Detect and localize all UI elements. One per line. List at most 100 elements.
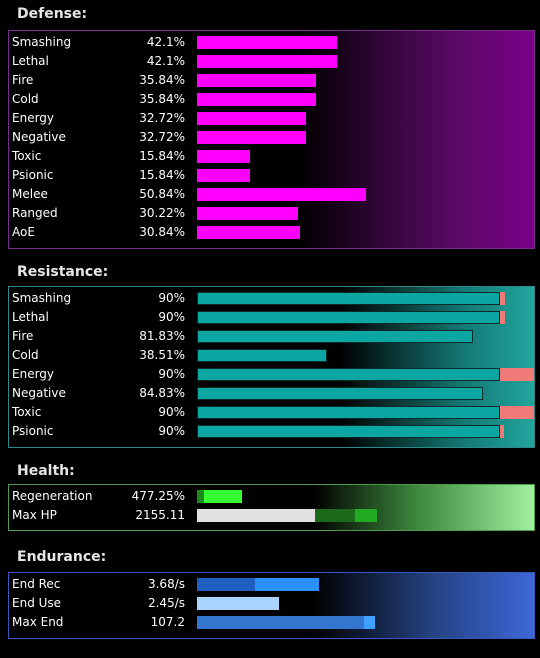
regen-bar-bonus	[204, 490, 242, 503]
resistance-value: 81.83%	[139, 329, 185, 343]
end-use-value: 2.45/s	[147, 596, 185, 610]
defense-bar	[197, 207, 298, 220]
defense-value: 30.84%	[139, 225, 185, 239]
resistance-bar	[197, 292, 500, 305]
max-hp-label: Max HP	[12, 508, 57, 522]
resistance-bar	[197, 311, 500, 324]
resistance-overcap-bar	[500, 425, 504, 438]
resistance-label: Psionic	[12, 424, 54, 438]
defense-row: Negative 32.72%	[9, 128, 534, 147]
defense-panel: Smashing 42.1% Lethal 42.1% Fire 35.84% Cold 35…	[8, 30, 535, 249]
resistance-row: Energy 90%	[9, 365, 534, 384]
resistance-label: Toxic	[12, 405, 42, 419]
regeneration-row: Regeneration 477.25%	[9, 487, 534, 506]
end-use-label: End Use	[12, 596, 62, 610]
max-end-label: Max End	[12, 615, 64, 629]
defense-value: 15.84%	[139, 168, 185, 182]
resistance-title: Resistance:	[17, 264, 109, 280]
max-end-bar-bonus	[364, 616, 375, 629]
resistance-label: Energy	[12, 367, 55, 381]
resistance-row: Toxic 90%	[9, 403, 534, 422]
resistance-row: Negative 84.83%	[9, 384, 534, 403]
regeneration-value: 477.25%	[131, 489, 185, 503]
endurance-panel: End Rec 3.68/s End Use 2.45/s Max End 10…	[8, 572, 535, 639]
defense-bar	[197, 188, 366, 201]
resistance-label: Fire	[12, 329, 34, 343]
defense-label: Ranged	[12, 206, 58, 220]
defense-bar	[197, 131, 306, 144]
resistance-value: 90%	[158, 291, 185, 305]
defense-value: 42.1%	[146, 35, 185, 49]
resistance-value: 38.51%	[139, 348, 185, 362]
resistance-value: 90%	[158, 367, 185, 381]
resistance-value: 90%	[158, 405, 185, 419]
defense-bar	[197, 169, 250, 182]
defense-bar	[197, 93, 316, 106]
resistance-row: Cold 38.51%	[9, 346, 534, 365]
defense-value: 35.84%	[139, 92, 185, 106]
end-rec-bar-bonus	[255, 578, 319, 591]
resistance-bar	[197, 406, 500, 419]
defense-row: Fire 35.84%	[9, 71, 534, 90]
defense-label: Fire	[12, 73, 34, 87]
resistance-bar	[197, 387, 483, 400]
max-hp-row: Max HP 2155.11	[9, 506, 534, 525]
defense-label: Negative	[12, 130, 66, 144]
defense-label: Cold	[12, 92, 39, 106]
defense-bar	[197, 226, 300, 239]
defense-bar	[197, 74, 316, 87]
max-hp-value: 2155.11	[135, 508, 185, 522]
defense-row: Lethal 42.1%	[9, 52, 534, 71]
defense-label: AoE	[12, 225, 35, 239]
resistance-overcap-bar	[500, 292, 505, 305]
resistance-overcap-bar	[500, 311, 505, 324]
endurance-title: Endurance:	[17, 549, 107, 565]
end-rec-value: 3.68/s	[147, 577, 185, 591]
defense-label: Toxic	[12, 149, 42, 163]
defense-row: Energy 32.72%	[9, 109, 534, 128]
resistance-overcap-bar	[500, 406, 534, 419]
defense-row: Smashing 42.1%	[9, 33, 534, 52]
resistance-label: Cold	[12, 348, 39, 362]
defense-value: 35.84%	[139, 73, 185, 87]
resistance-value: 90%	[158, 424, 185, 438]
resistance-label: Lethal	[12, 310, 49, 324]
resistance-label: Negative	[12, 386, 66, 400]
defense-label: Smashing	[12, 35, 72, 49]
health-title: Health:	[17, 463, 75, 479]
health-panel: Regeneration 477.25% Max HP 2155.11	[8, 484, 535, 531]
resistance-value: 90%	[158, 310, 185, 324]
max-hp-bar-base	[197, 509, 315, 522]
max-hp-bar-bonus2	[355, 509, 377, 522]
max-hp-bar-bonus	[315, 509, 355, 522]
defense-row: Ranged 30.22%	[9, 204, 534, 223]
max-end-row: Max End 107.2	[9, 613, 534, 632]
defense-value: 15.84%	[139, 149, 185, 163]
defense-value: 32.72%	[139, 130, 185, 144]
defense-value: 30.22%	[139, 206, 185, 220]
end-rec-row: End Rec 3.68/s	[9, 575, 534, 594]
defense-bar	[197, 112, 306, 125]
regen-bar-base	[197, 490, 204, 503]
regeneration-label: Regeneration	[12, 489, 93, 503]
resistance-bar	[197, 330, 473, 343]
defense-bar	[197, 55, 337, 68]
resistance-overcap-bar	[500, 368, 534, 381]
end-rec-label: End Rec	[12, 577, 61, 591]
max-end-bar-base	[197, 616, 364, 629]
end-use-row: End Use 2.45/s	[9, 594, 534, 613]
defense-row: AoE 30.84%	[9, 223, 534, 242]
resistance-value: 84.83%	[139, 386, 185, 400]
end-use-bar-fill	[197, 597, 279, 610]
defense-row: Melee 50.84%	[9, 185, 534, 204]
defense-value: 50.84%	[139, 187, 185, 201]
resistance-bar	[197, 368, 500, 381]
defense-bar	[197, 36, 337, 49]
resistance-panel: Smashing 90% Lethal 90% Fire 81.83% Cold 38.51%…	[8, 286, 535, 448]
defense-value: 42.1%	[146, 54, 185, 68]
defense-label: Lethal	[12, 54, 49, 68]
defense-title: Defense:	[17, 6, 88, 22]
end-rec-bar-base	[197, 578, 255, 591]
defense-label: Energy	[12, 111, 55, 125]
resistance-row: Lethal 90%	[9, 308, 534, 327]
